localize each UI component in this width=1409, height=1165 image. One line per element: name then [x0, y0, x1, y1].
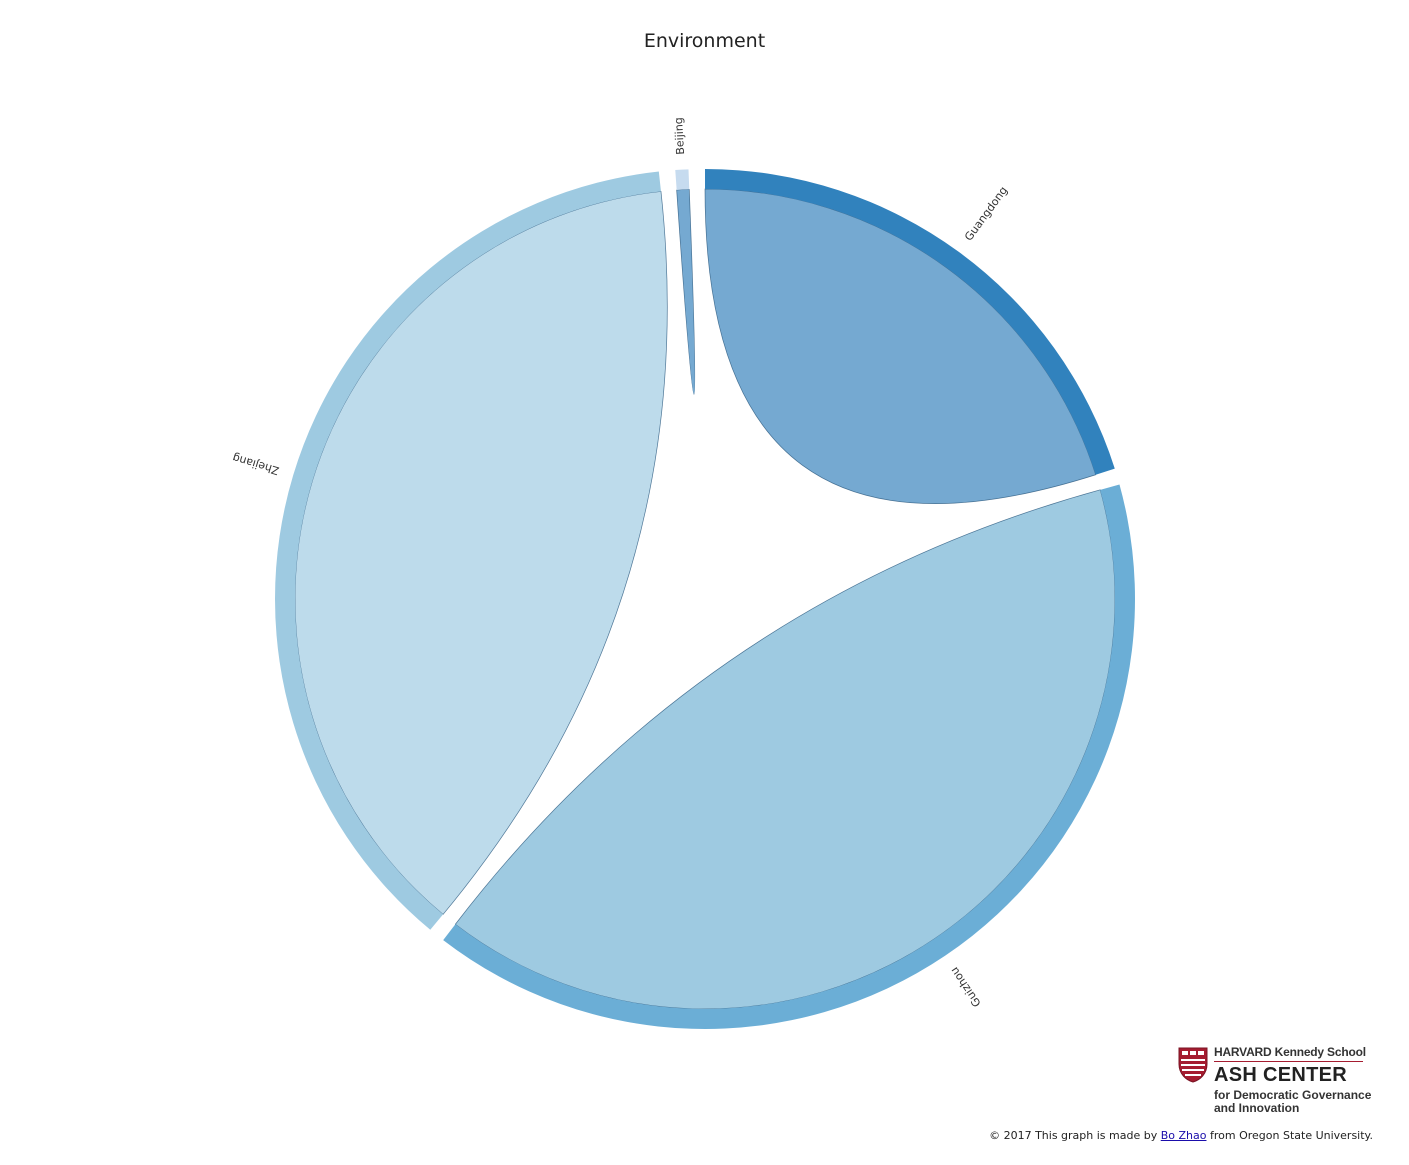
group-arc-guizhou[interactable]: [443, 484, 1135, 1029]
logo-subtitle-line-1: for Democratic Governance: [1214, 1088, 1372, 1102]
group-label-zhejiang: Zhejiang: [231, 451, 281, 477]
logo-subtitle-line-2: and Innovation: [1214, 1101, 1300, 1115]
logo-school-name: HARVARD Kennedy School: [1214, 1045, 1366, 1059]
group-label-guizhou: Guizhou: [948, 965, 984, 1010]
chart-title: Environment: [643, 30, 766, 52]
chord-ribbons: [294, 188, 1116, 1010]
logo-divider: [1214, 1061, 1363, 1062]
ash-center-logo: HARVARD Kennedy School ASH CENTER for De…: [1178, 1044, 1388, 1118]
group-label-guangdong: Guangdong: [962, 184, 1010, 243]
author-link[interactable]: Bo Zhao: [1160, 1129, 1207, 1142]
chord-beijing[interactable]: [676, 188, 696, 395]
group-label-beijing: Beijing: [672, 117, 687, 155]
credit-suffix: from Oregon State University.: [1206, 1129, 1373, 1142]
credit-line: © 2017 This graph is made by Bo Zhao fro…: [989, 1129, 1373, 1142]
credit-prefix: © 2017 This graph is made by: [989, 1129, 1161, 1142]
logo-center-name: ASH CENTER: [1214, 1064, 1348, 1086]
logo-subtitle: for Democratic Governance and Innovation: [1214, 1089, 1371, 1115]
group-arc-guangdong[interactable]: [705, 169, 1115, 475]
group-arc-beijing[interactable]: [675, 169, 690, 190]
harvard-shield-icon: [1178, 1047, 1208, 1083]
group-arcs: [275, 169, 1135, 1029]
